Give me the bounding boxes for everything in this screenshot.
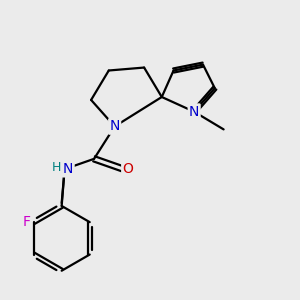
Text: N: N xyxy=(189,105,200,119)
Text: O: O xyxy=(122,162,134,176)
Text: F: F xyxy=(22,215,30,229)
Text: N: N xyxy=(110,119,120,134)
Text: N: N xyxy=(63,162,73,176)
Text: H: H xyxy=(52,161,61,174)
